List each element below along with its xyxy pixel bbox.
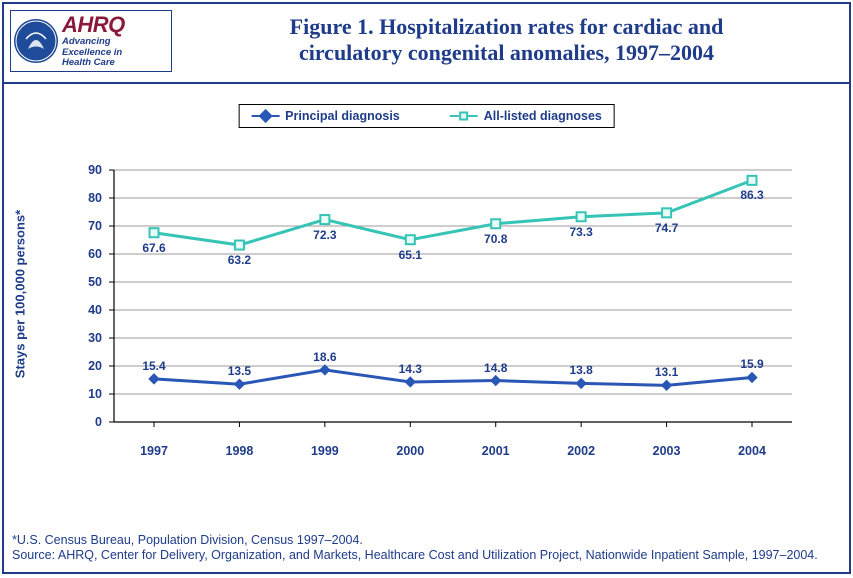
- x-tick-label: 2001: [482, 444, 510, 458]
- y-tick-label: 30: [88, 331, 102, 345]
- y-tick-label: 10: [88, 387, 102, 401]
- legend-swatch-principal: [251, 115, 279, 118]
- x-tick-label: 1998: [226, 444, 254, 458]
- data-label: 67.6: [142, 241, 165, 255]
- ahrq-tagline-2: Excellence in: [62, 48, 125, 58]
- data-label: 72.3: [313, 228, 336, 242]
- data-label: 86.3: [740, 188, 763, 202]
- ahrq-wordmark: AHRQ: [62, 14, 125, 36]
- y-tick-label: 20: [88, 359, 102, 373]
- figure-title: Figure 1. Hospitalization rates for card…: [184, 14, 829, 67]
- data-label: 18.6: [313, 350, 336, 364]
- data-label: 74.7: [655, 221, 678, 235]
- legend-label-principal: Principal diagnosis: [285, 109, 400, 123]
- data-label: 13.5: [228, 364, 251, 378]
- footnote-line-1: *U.S. Census Bureau, Population Division…: [12, 533, 837, 549]
- ahrq-tagline-1: Advancing: [62, 37, 125, 47]
- y-tick-label: 40: [88, 303, 102, 317]
- plot-region: 67.6 15.4 63.2 13.5 72.3 18.6 65.1 14.3 70.8 14.8…: [104, 164, 804, 434]
- header: AHRQ Advancing Excellence in Health Care…: [4, 4, 849, 84]
- x-axis-ticks: 1997 1998 1999 2000 2001 2002 2003 2004: [104, 444, 804, 464]
- legend-item-principal: Principal diagnosis: [251, 109, 400, 123]
- logo-box: AHRQ Advancing Excellence in Health Care: [10, 10, 172, 72]
- x-tick-label: 2004: [738, 444, 766, 458]
- data-label: 13.1: [655, 365, 678, 379]
- x-tick-label: 1997: [140, 444, 168, 458]
- ahrq-tagline-3: Health Care: [62, 58, 125, 68]
- data-label: 14.3: [399, 362, 422, 376]
- data-label: 15.9: [740, 357, 763, 371]
- data-label: 14.8: [484, 361, 507, 375]
- diamond-marker-icon: [258, 109, 272, 123]
- legend-label-all-listed: All-listed diagnoses: [484, 109, 602, 123]
- y-tick-label: 0: [95, 415, 102, 429]
- square-marker-icon: [459, 112, 468, 121]
- data-label: 13.8: [569, 363, 592, 377]
- data-label: 70.8: [484, 232, 507, 246]
- chart-area: Principal diagnosis All-listed diagnoses…: [34, 104, 819, 484]
- x-tick-label: 2002: [567, 444, 595, 458]
- ahrq-logo: AHRQ Advancing Excellence in Health Care: [62, 14, 125, 69]
- y-tick-label: 60: [88, 247, 102, 261]
- data-label: 65.1: [399, 248, 422, 262]
- y-tick-label: 50: [88, 275, 102, 289]
- data-label: 63.2: [228, 253, 251, 267]
- y-tick-label: 80: [88, 191, 102, 205]
- y-tick-label: 70: [88, 219, 102, 233]
- data-label: 15.4: [142, 359, 165, 373]
- footnote: *U.S. Census Bureau, Population Division…: [12, 533, 837, 564]
- chart-svg: [104, 164, 804, 434]
- x-tick-label: 1999: [311, 444, 339, 458]
- y-axis-label: Stays per 100,000 persons*: [13, 210, 28, 378]
- hhs-seal-icon: [14, 19, 58, 63]
- title-line-2: circulatory congenital anomalies, 1997–2…: [299, 40, 714, 65]
- legend-swatch-all-listed: [450, 115, 478, 118]
- legend-item-all-listed: All-listed diagnoses: [450, 109, 602, 123]
- data-label: 73.3: [569, 225, 592, 239]
- title-line-1: Figure 1. Hospitalization rates for card…: [290, 14, 724, 39]
- figure-frame: AHRQ Advancing Excellence in Health Care…: [2, 2, 851, 574]
- y-axis-ticks: 0 10 20 30 40 50 60 70 80 90: [62, 164, 102, 434]
- y-tick-label: 90: [88, 163, 102, 177]
- footnote-line-2: Source: AHRQ, Center for Delivery, Organ…: [12, 548, 837, 564]
- legend: Principal diagnosis All-listed diagnoses: [238, 104, 615, 128]
- x-tick-label: 2000: [396, 444, 424, 458]
- x-tick-label: 2003: [653, 444, 681, 458]
